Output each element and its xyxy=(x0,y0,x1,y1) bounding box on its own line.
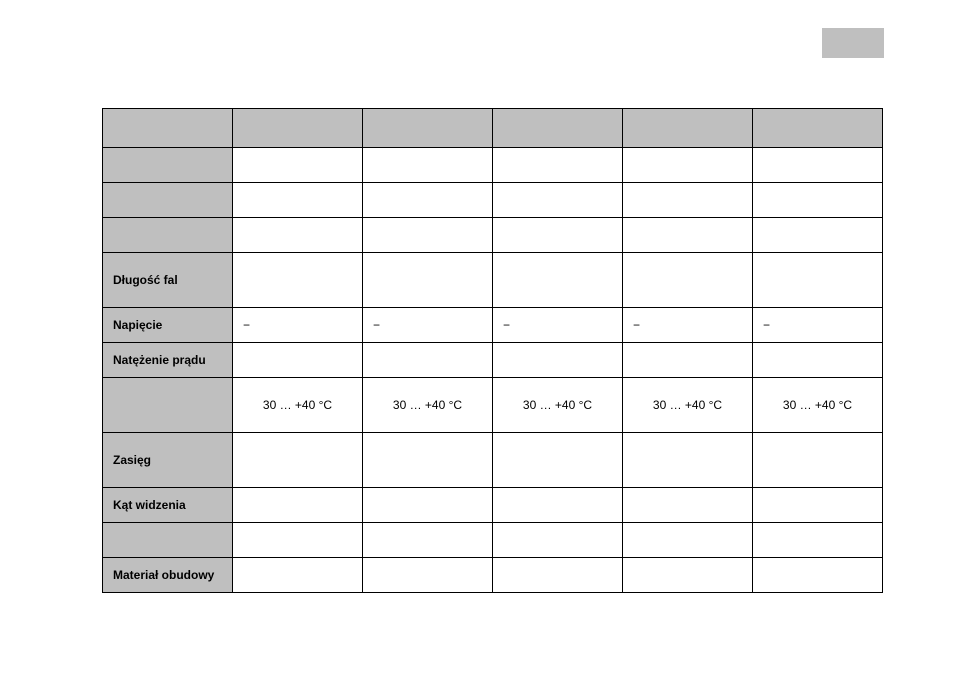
cell: − xyxy=(623,308,753,343)
table-row: Zasięg xyxy=(103,433,883,488)
cell xyxy=(623,558,753,593)
table-row: 30 … +40 °C30 … +40 °C30 … +40 °C30 … +4… xyxy=(103,378,883,433)
spec-table-body: Długość falNapięcie−−−−−Natężenie prądu3… xyxy=(103,109,883,593)
cell xyxy=(363,433,493,488)
table-row xyxy=(103,109,883,148)
cell xyxy=(753,558,883,593)
cell xyxy=(623,343,753,378)
row-label: Długość fal xyxy=(103,253,233,308)
cell xyxy=(233,523,363,558)
cell xyxy=(753,148,883,183)
row-label xyxy=(103,218,233,253)
table-row: Napięcie−−−−− xyxy=(103,308,883,343)
cell xyxy=(493,433,623,488)
cell xyxy=(493,148,623,183)
row-label: Zasięg xyxy=(103,433,233,488)
row-label xyxy=(103,148,233,183)
cell xyxy=(623,433,753,488)
row-label: Natężenie prądu xyxy=(103,343,233,378)
row-label xyxy=(103,109,233,148)
cell xyxy=(493,523,623,558)
row-label xyxy=(103,523,233,558)
cell xyxy=(753,488,883,523)
cell xyxy=(233,558,363,593)
table-row xyxy=(103,523,883,558)
cell xyxy=(753,253,883,308)
cell xyxy=(363,183,493,218)
cell xyxy=(753,109,883,148)
cell xyxy=(493,183,623,218)
spec-table-wrap: Długość falNapięcie−−−−−Natężenie prądu3… xyxy=(102,108,882,593)
cell xyxy=(233,148,363,183)
cell xyxy=(233,433,363,488)
row-label: Napięcie xyxy=(103,308,233,343)
cell: − xyxy=(233,308,363,343)
cell xyxy=(493,253,623,308)
table-row: Długość fal xyxy=(103,253,883,308)
cell xyxy=(623,183,753,218)
cell xyxy=(623,218,753,253)
cell: − xyxy=(493,308,623,343)
table-row: Natężenie prądu xyxy=(103,343,883,378)
cell xyxy=(753,343,883,378)
cell xyxy=(753,183,883,218)
cell: − xyxy=(363,308,493,343)
cell xyxy=(363,109,493,148)
cell xyxy=(493,343,623,378)
cell: 30 … +40 °C xyxy=(493,378,623,433)
table-row xyxy=(103,218,883,253)
cell: 30 … +40 °C xyxy=(363,378,493,433)
cell xyxy=(233,109,363,148)
cell xyxy=(753,523,883,558)
cell xyxy=(493,109,623,148)
cell xyxy=(233,218,363,253)
cell xyxy=(233,253,363,308)
page: Długość falNapięcie−−−−−Natężenie prądu3… xyxy=(0,0,954,678)
table-row xyxy=(103,183,883,218)
cell: 30 … +40 °C xyxy=(623,378,753,433)
table-row: Kąt widzenia xyxy=(103,488,883,523)
cell xyxy=(363,218,493,253)
cell xyxy=(363,253,493,308)
cell xyxy=(363,148,493,183)
spec-table: Długość falNapięcie−−−−−Natężenie prądu3… xyxy=(102,108,883,593)
row-label xyxy=(103,378,233,433)
cell xyxy=(493,488,623,523)
table-row: Materiał obudowy xyxy=(103,558,883,593)
cell xyxy=(753,433,883,488)
cell xyxy=(493,218,623,253)
cell xyxy=(623,523,753,558)
cell xyxy=(233,343,363,378)
cell xyxy=(363,523,493,558)
cell xyxy=(623,148,753,183)
cell xyxy=(363,558,493,593)
cell: 30 … +40 °C xyxy=(753,378,883,433)
cell xyxy=(233,183,363,218)
cell: 30 … +40 °C xyxy=(233,378,363,433)
table-row xyxy=(103,148,883,183)
row-label: Kąt widzenia xyxy=(103,488,233,523)
top-badge xyxy=(822,28,884,58)
cell xyxy=(623,488,753,523)
cell xyxy=(623,253,753,308)
cell xyxy=(753,218,883,253)
row-label: Materiał obudowy xyxy=(103,558,233,593)
cell xyxy=(363,488,493,523)
cell: − xyxy=(753,308,883,343)
cell xyxy=(493,558,623,593)
cell xyxy=(623,109,753,148)
cell xyxy=(363,343,493,378)
cell xyxy=(233,488,363,523)
row-label xyxy=(103,183,233,218)
